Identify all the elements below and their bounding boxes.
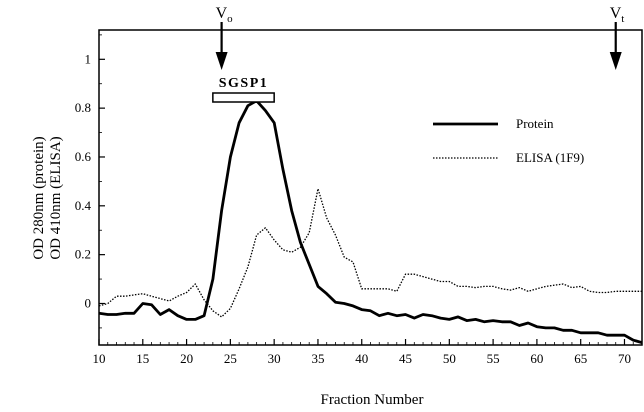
x-tick-label: 50 bbox=[443, 351, 456, 366]
x-tick-label: 20 bbox=[180, 351, 193, 366]
x-tick-label: 35 bbox=[311, 351, 324, 366]
axes: 10 15 20 25 30 35 40 45 50 55 60 65 70 0 0.2 0.4 0.6 0.8 1 bbox=[75, 29, 643, 366]
vt-label-sub: t bbox=[621, 13, 624, 25]
x-tick-label: 70 bbox=[618, 351, 631, 366]
x-tick-label: 40 bbox=[355, 351, 368, 366]
vo-label-sub: o bbox=[227, 13, 233, 25]
vo-arrow-head bbox=[215, 52, 228, 70]
vo-label: Vo bbox=[216, 5, 234, 25]
series-line-elisa bbox=[98, 188, 642, 318]
y-tick-label: 1 bbox=[85, 51, 92, 66]
legend-label-elisa: ELISA (1F9) bbox=[516, 150, 584, 165]
plot-frame bbox=[98, 29, 643, 346]
x-tick-label: 55 bbox=[487, 351, 500, 366]
vt-arrow-head bbox=[609, 52, 622, 70]
series-layer bbox=[98, 99, 643, 344]
y-axis-title-line2: OD 410nm (ELISA) bbox=[48, 136, 64, 259]
x-tick-label: 25 bbox=[224, 351, 237, 366]
series-line-protein bbox=[98, 99, 643, 344]
legend: Protein ELISA (1F9) bbox=[433, 116, 584, 165]
y-tick-label: 0.6 bbox=[75, 149, 92, 164]
x-tick-label: 65 bbox=[574, 351, 587, 366]
sgsp1-label: SGSP1 bbox=[219, 76, 269, 91]
vt-label: Vt bbox=[610, 5, 625, 25]
x-tick-label: 30 bbox=[268, 351, 281, 366]
sgsp1-band bbox=[212, 92, 275, 103]
x-tick-label: 45 bbox=[399, 351, 412, 366]
annotation-layer: Vo Vt SGSP1 bbox=[212, 5, 625, 103]
x-tick-label: 60 bbox=[530, 351, 543, 366]
y-tick-label: 0.2 bbox=[75, 247, 91, 262]
y-tick-label: 0.8 bbox=[75, 100, 91, 115]
x-axis-title: Fraction Number bbox=[321, 392, 424, 408]
y-tick-label: 0.4 bbox=[75, 198, 92, 213]
y-axis-title-line1: OD 280nm (protein) bbox=[31, 136, 47, 259]
x-tick-label: 10 bbox=[93, 351, 106, 366]
y-tick-label: 0 bbox=[85, 295, 92, 310]
x-tick-label: 15 bbox=[136, 351, 149, 366]
legend-label-protein: Protein bbox=[516, 116, 554, 131]
